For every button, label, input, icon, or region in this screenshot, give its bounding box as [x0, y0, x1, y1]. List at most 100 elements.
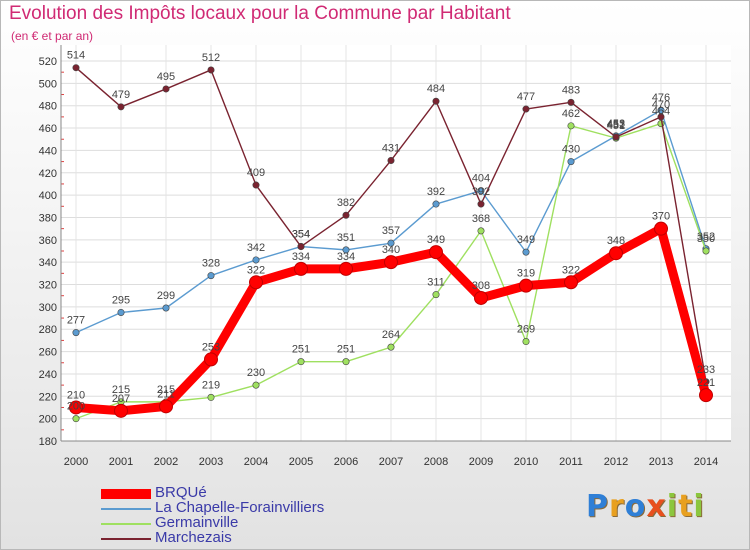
x-tick-label: 2012	[604, 456, 628, 468]
data-label: 404	[472, 173, 490, 185]
data-point	[477, 187, 485, 195]
data-label: 352	[697, 231, 715, 243]
data-label: 354	[292, 229, 310, 241]
data-point	[699, 388, 713, 403]
y-tick-label: 200	[39, 414, 57, 426]
data-label: 334	[337, 251, 355, 263]
data-label: 470	[652, 99, 670, 111]
data-label: 382	[337, 197, 355, 209]
data-point	[162, 304, 170, 312]
legend-label: Marchezais	[155, 529, 232, 546]
data-point	[522, 248, 530, 256]
legend-label: La Chapelle-Forainvilliers	[155, 499, 325, 516]
data-label: 354	[292, 229, 310, 241]
chart-title: Evolution des Impôts locaux pour la Comm…	[9, 3, 511, 24]
data-label: 311	[427, 277, 445, 289]
data-label: 253	[202, 341, 220, 353]
data-point	[342, 358, 350, 366]
data-point	[567, 98, 575, 106]
data-label: 409	[247, 167, 265, 179]
data-label: 334	[292, 251, 310, 263]
data-label: 342	[247, 242, 265, 254]
data-label: 221	[697, 377, 715, 389]
data-point	[387, 239, 395, 247]
x-tick-label: 2008	[424, 456, 448, 468]
data-label: 251	[292, 344, 310, 356]
data-point	[204, 352, 218, 367]
data-point	[657, 120, 665, 128]
chart-subtitle: (en € et par an)	[11, 29, 94, 43]
logo-letter: r	[609, 489, 625, 524]
plot-area	[61, 45, 731, 441]
data-point	[432, 200, 440, 208]
data-label: 319	[517, 268, 535, 280]
data-label: 211	[157, 388, 175, 400]
y-tick-label: 420	[39, 168, 57, 180]
data-point	[252, 256, 260, 264]
data-point	[297, 358, 305, 366]
legend-swatch	[101, 538, 151, 540]
data-label: 200	[67, 401, 85, 413]
chart-legend: BRQUé La Chapelle-Forainvilliers Germainvi…	[101, 484, 421, 546]
data-point	[564, 275, 578, 290]
data-label: 514	[67, 50, 85, 62]
data-label: 453	[607, 118, 625, 130]
data-point	[72, 64, 80, 72]
data-label: 215	[157, 384, 175, 396]
proxiti-logo: Proxiti	[586, 489, 705, 524]
data-label: 328	[202, 258, 220, 270]
data-label: 431	[382, 142, 400, 154]
data-point	[252, 181, 260, 189]
legend-label: BRQUé	[155, 484, 207, 501]
data-label: 512	[202, 52, 220, 64]
data-point	[114, 403, 128, 418]
data-label: 251	[337, 344, 355, 356]
data-point	[342, 246, 350, 254]
y-tick-label: 180	[39, 436, 57, 448]
y-tick-label: 220	[39, 391, 57, 403]
data-label: 269	[517, 324, 535, 336]
data-point	[474, 290, 488, 305]
data-label: 392	[427, 186, 445, 198]
x-tick-label: 2002	[154, 456, 178, 468]
data-label: 368	[472, 213, 490, 225]
data-label: 349	[517, 234, 535, 246]
data-label: 295	[112, 294, 130, 306]
y-tick-label: 460	[39, 123, 57, 135]
data-label: 349	[427, 234, 445, 246]
data-label: 348	[607, 235, 625, 247]
data-point	[207, 66, 215, 74]
x-tick-label: 2013	[649, 456, 673, 468]
data-label: 452	[607, 119, 625, 131]
data-point	[387, 156, 395, 164]
data-label: 462	[562, 108, 580, 120]
data-point	[207, 393, 215, 401]
data-label: 476	[652, 92, 670, 104]
data-label: 357	[382, 225, 400, 237]
data-point	[162, 85, 170, 93]
data-label: 308	[472, 280, 490, 292]
data-label: 351	[337, 232, 355, 244]
x-tick-label: 2001	[109, 456, 133, 468]
y-tick-label: 240	[39, 369, 57, 381]
y-tick-label: 320	[39, 280, 57, 292]
data-point	[72, 415, 80, 423]
legend-swatch	[101, 508, 151, 510]
legend-swatch	[101, 523, 151, 525]
data-point	[477, 200, 485, 208]
data-point	[519, 278, 533, 293]
data-point	[567, 122, 575, 130]
data-point	[477, 227, 485, 235]
data-point	[702, 247, 710, 255]
data-label: 215	[112, 384, 130, 396]
data-point	[384, 255, 398, 270]
data-point	[207, 272, 215, 280]
data-point	[339, 261, 353, 276]
data-label: 322	[247, 264, 265, 276]
data-label: 340	[382, 244, 400, 256]
data-point	[159, 399, 173, 414]
legend-item: Germainville	[101, 514, 421, 531]
y-tick-label: 440	[39, 145, 57, 157]
data-point	[609, 246, 623, 261]
